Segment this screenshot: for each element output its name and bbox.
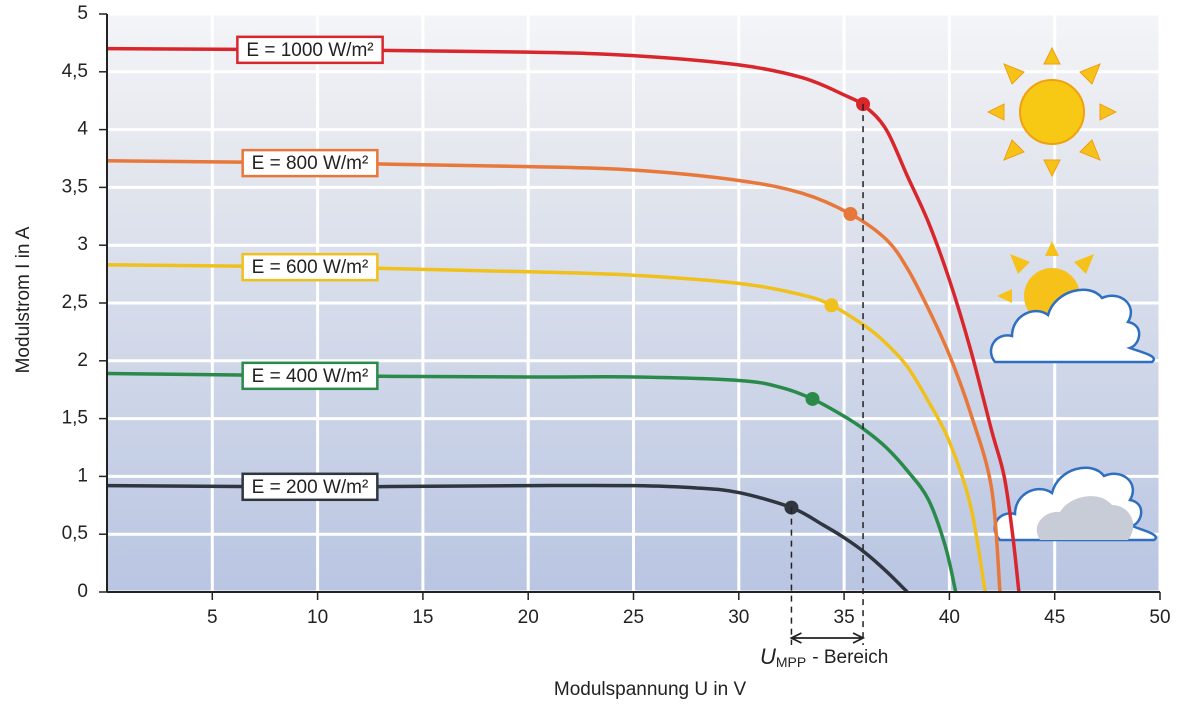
y-tick-label: 4,5 [62, 61, 88, 82]
x-tick-label: 5 [207, 607, 218, 628]
annotation-symbol: U [760, 644, 776, 669]
y-axis-label: Modulstrom I in A [13, 226, 34, 373]
y-tick-label: 1,5 [62, 408, 88, 429]
x-tick-label: 50 [1149, 607, 1170, 628]
y-tick-label: 4 [77, 119, 88, 140]
x-axis-label: Modulspannung U in V [554, 679, 747, 700]
x-tick-label: 15 [412, 607, 433, 628]
annotation-subscript: MPP [776, 654, 806, 670]
x-tick-label: 30 [728, 607, 749, 628]
y-tick-label: 3 [77, 234, 88, 255]
y-tick-label: 5 [77, 3, 88, 24]
y-tick-label: 0,5 [62, 523, 88, 544]
mpp-point [843, 207, 857, 221]
y-tick-label: 0 [77, 581, 88, 602]
series-label: E = 800 W/m² [252, 153, 369, 174]
mpp-point [806, 392, 820, 406]
chart: E = 1000 W/m² E = 800 W/m² E = 600 W/m² E =… [0, 0, 1179, 705]
y-tick-label: 2 [77, 350, 88, 371]
x-tick-label: 40 [939, 607, 960, 628]
annotation: UMPP - Bereich [760, 644, 888, 670]
y-tick-label: 3,5 [62, 176, 88, 197]
x-tick-label: 45 [1044, 607, 1065, 628]
series-label: E = 600 W/m² [252, 257, 369, 278]
x-tick-label: 35 [834, 607, 855, 628]
x-tick-label: 10 [307, 607, 328, 628]
series-label: E = 400 W/m² [252, 366, 369, 387]
series-label: E = 200 W/m² [252, 477, 369, 498]
x-tick-label: 25 [623, 607, 644, 628]
series-label: E = 1000 W/m² [246, 40, 373, 61]
annotation-text: - Bereich [812, 647, 888, 668]
y-tick-label: 2,5 [62, 292, 88, 313]
mpp-range-arrow [791, 633, 863, 643]
mpp-point [824, 298, 838, 312]
x-tick-label: 20 [518, 607, 539, 628]
y-tick-label: 1 [77, 465, 88, 486]
